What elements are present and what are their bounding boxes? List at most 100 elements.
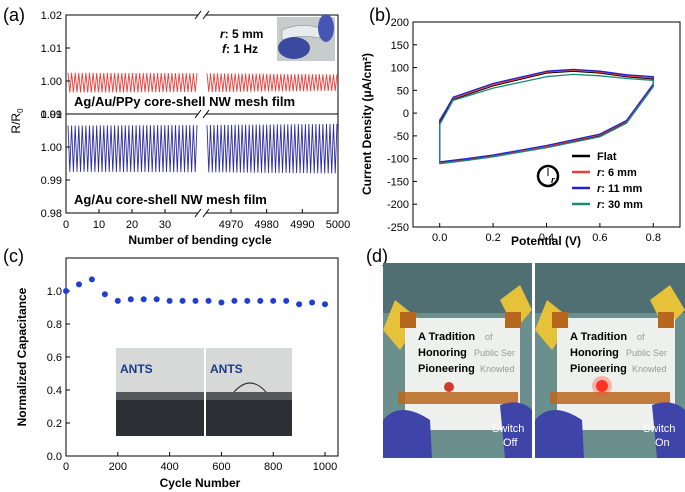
switch-off-label-2: Off xyxy=(503,437,518,449)
sign-faded-1-on: of xyxy=(637,332,645,342)
a-ytick-label: 0.99 xyxy=(41,109,62,121)
sign-line-3-off: Pioneering xyxy=(418,363,475,375)
b-xtick-label: 0.0 xyxy=(432,232,447,244)
panel-a-ylabel: R/R0 xyxy=(9,108,25,134)
panel-c-xlabel: Cycle Number xyxy=(160,476,241,490)
b-ytick-label: -100 xyxy=(387,154,409,166)
a-ytick-label: 1.02 xyxy=(41,10,62,22)
c-xtick-label: 200 xyxy=(109,461,127,473)
c-ytick-label: 0.2 xyxy=(47,418,62,430)
cv-curve-0 xyxy=(439,70,654,164)
legend-label-2: r: 11 mm xyxy=(597,183,642,195)
data-point xyxy=(192,297,199,304)
data-point xyxy=(309,299,316,306)
data-point xyxy=(88,276,95,283)
c-xtick-label: 0 xyxy=(63,461,69,473)
legend-label-3: r: 30 mm xyxy=(597,199,643,211)
a-trace-agau xyxy=(67,125,198,173)
b-xtick-label: 0.2 xyxy=(485,232,500,244)
data-point xyxy=(205,297,212,304)
axis-break-gap xyxy=(198,9,206,219)
b-ytick-label: -200 xyxy=(387,199,409,211)
inset-logo-1: ANTS xyxy=(120,362,153,376)
a-xtick-label: 20 xyxy=(126,219,138,231)
data-point xyxy=(296,301,303,308)
a-xtick-label: 0 xyxy=(63,219,69,231)
c-xtick-label: 800 xyxy=(264,461,282,473)
sign-faded-1-off: of xyxy=(485,332,493,342)
sign-faded-3-off: Knowled xyxy=(480,364,515,374)
panel-c-label: (c) xyxy=(3,246,24,266)
bending-radius-symbol: r xyxy=(536,164,560,188)
b-ytick-label: -50 xyxy=(393,131,409,143)
a-xtick-label: 4980 xyxy=(254,219,278,231)
panel-b-xlabel: Potential (V) xyxy=(511,234,581,248)
inset-photo-flat: ANTS xyxy=(116,348,204,436)
panel-a: 1.021.011.000.991.011.000.990.98 0 10 20 30… xyxy=(9,9,350,247)
data-point xyxy=(114,297,121,304)
b-xtick-label: 0.8 xyxy=(646,232,661,244)
b-ytick-label: 200 xyxy=(391,17,409,29)
photo-switch-off: A Tradition Honoring Pioneering of Publi… xyxy=(383,263,532,458)
c-ytick-label: 0.8 xyxy=(47,319,62,331)
c-xtick-label: 1000 xyxy=(313,461,337,473)
data-point xyxy=(244,297,251,304)
a-ytick-label: 1.01 xyxy=(41,109,62,121)
data-point xyxy=(231,297,238,304)
panel-b-frame xyxy=(412,21,681,228)
b-ytick-label: 50 xyxy=(397,85,409,97)
sign-line-2-off: Honoring xyxy=(418,347,467,359)
data-point xyxy=(179,297,186,304)
inset-logo-2: ANTS xyxy=(210,362,243,376)
panel-d-photos: A Tradition Honoring Pioneering of Publi… xyxy=(383,263,685,458)
data-point xyxy=(101,291,108,298)
series-label-ppy: Ag/Au/PPy core-shell NW mesh film xyxy=(74,94,295,109)
axis-break-marks xyxy=(194,10,210,218)
b-ytick-label: 100 xyxy=(391,63,409,75)
inset-photo-bending xyxy=(277,14,335,61)
cv-curve-1 xyxy=(439,69,654,163)
data-point xyxy=(140,296,147,303)
legend-label-0: Flat xyxy=(597,151,617,163)
series-label-agau: Ag/Au core-shell NW mesh film xyxy=(74,192,267,207)
data-point xyxy=(166,297,173,304)
panel-c: 0.0 0.2 0.4 0.6 0.8 1.0 0 200 400 600 800 1000 ANT… xyxy=(15,257,339,490)
b-xtick-label: 0.4 xyxy=(539,232,554,244)
a-xtick-label: 5000 xyxy=(326,219,350,231)
data-point xyxy=(322,301,328,308)
annotation-radius: r: 5 mm xyxy=(220,27,263,41)
cv-curve-3 xyxy=(439,73,654,165)
a-ytick-label: 1.00 xyxy=(41,76,62,88)
a-ytick-label: 0.98 xyxy=(41,208,62,220)
panel-b: -250 -200 -150 -100 -50 0 50 100 150 200 0.0 0.2 0.… xyxy=(360,17,681,248)
data-point xyxy=(76,281,82,288)
c-ytick-label: 0.4 xyxy=(47,385,62,397)
data-point xyxy=(127,296,134,303)
b-xtick-label: 0.6 xyxy=(592,232,607,244)
inset-photo-bent: ANTS xyxy=(206,348,292,436)
a-xtick-label: 4990 xyxy=(290,219,314,231)
data-point xyxy=(153,296,160,303)
panel-c-ylabel: Normalized Capacitance xyxy=(15,287,29,426)
a-ytick-label: 1.01 xyxy=(41,43,62,55)
sign-faded-2-off: Public Ser xyxy=(474,348,515,358)
a-trace-ppy xyxy=(206,73,338,93)
b-ytick-label: 150 xyxy=(391,40,409,52)
annotation-frequency: f: 1 Hz xyxy=(222,42,258,56)
b-ytick-label: 0 xyxy=(403,108,409,120)
sign-line-1-on: A Tradition xyxy=(570,331,627,343)
data-point xyxy=(257,297,264,304)
b-ytick-label: -150 xyxy=(387,176,409,188)
data-point xyxy=(270,297,277,304)
a-xtick-label: 30 xyxy=(159,219,171,231)
sign-faded-3-on: Knowled xyxy=(632,364,667,374)
legend-label-1: r: 6 mm xyxy=(597,167,637,179)
switch-on-label-2: On xyxy=(655,437,670,449)
data-point xyxy=(63,288,69,294)
panel-d-label: (d) xyxy=(366,246,388,266)
data-point xyxy=(283,297,290,304)
panel-b-label: (b) xyxy=(369,5,391,25)
sign-faded-2-on: Public Ser xyxy=(626,348,667,358)
symbol-r: r xyxy=(551,175,555,185)
